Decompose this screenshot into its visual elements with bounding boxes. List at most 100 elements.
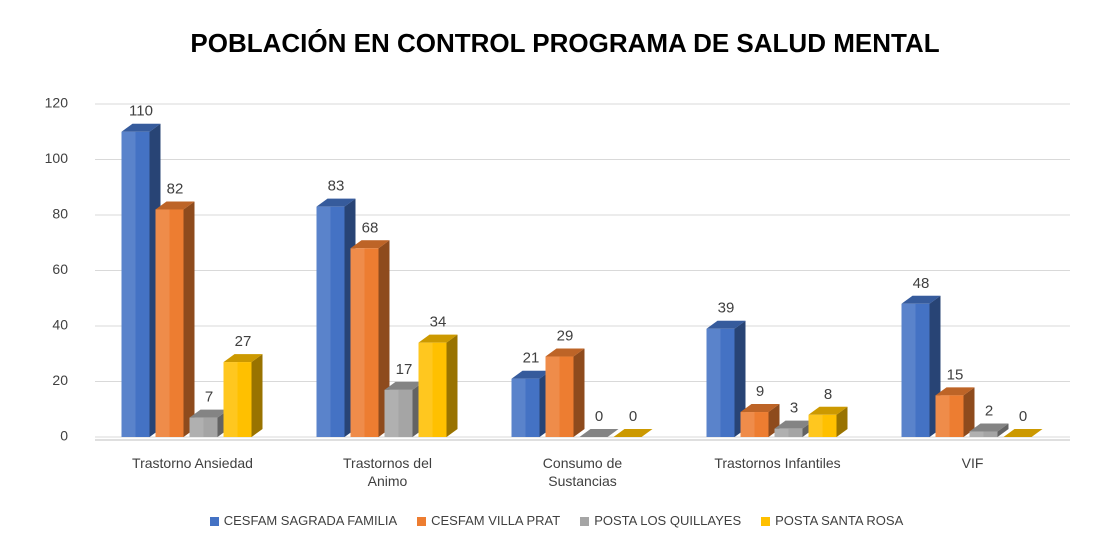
bar-side	[836, 406, 848, 437]
bar-top-shade	[706, 320, 746, 329]
bar-top-shade	[774, 420, 814, 429]
bar	[384, 389, 413, 437]
data-label: 17	[396, 361, 413, 378]
bar-highlight	[706, 328, 721, 437]
y-tick-label: 120	[45, 95, 69, 111]
legend-label: POSTA LOS QUILLAYES	[594, 513, 742, 528]
bar-side	[446, 334, 458, 437]
y-tick-label: 20	[52, 372, 68, 388]
bar	[706, 328, 735, 437]
bar-top-shade	[579, 429, 619, 437]
bar-top-shade	[901, 295, 941, 304]
bar-highlight	[121, 131, 136, 437]
bar-top	[418, 334, 458, 343]
bar-top-shade	[740, 404, 780, 413]
x-tick-label: VIF	[961, 455, 984, 471]
bar-top-shade	[808, 406, 848, 415]
bar	[774, 428, 803, 437]
y-tick-label: 60	[52, 261, 68, 277]
legend-item: CESFAM VILLA PRAT	[417, 513, 560, 528]
bar-top	[901, 295, 941, 304]
legend-swatch	[580, 517, 590, 527]
legend-item: POSTA SANTA ROSA	[761, 513, 903, 528]
bar-highlight	[774, 428, 789, 437]
bar	[316, 206, 345, 437]
bar-top-shade	[316, 198, 356, 207]
bar-top	[1003, 429, 1043, 437]
data-label: 39	[718, 300, 735, 317]
x-tick-label: Trastorno Ansiedad	[132, 455, 253, 471]
bar-top	[579, 429, 619, 437]
bar-top-shade	[223, 354, 263, 363]
bar	[935, 395, 964, 437]
data-label: 0	[595, 408, 603, 425]
bar	[350, 248, 379, 437]
bar-top	[740, 404, 780, 413]
bar-top	[223, 354, 263, 363]
bar-highlight	[740, 412, 755, 437]
bar-highlight	[808, 414, 823, 437]
bar-top	[613, 429, 653, 437]
legend-swatch	[761, 517, 771, 527]
bar-side-shade	[378, 240, 390, 437]
bar-highlight	[511, 378, 526, 437]
bar-top	[545, 348, 585, 357]
legend-item: POSTA LOS QUILLAYES	[580, 513, 741, 528]
y-tick-label: 80	[52, 206, 68, 222]
bar	[969, 431, 998, 437]
data-label: 9	[756, 383, 764, 400]
bar-side-shade	[573, 348, 585, 437]
data-label: 8	[824, 386, 832, 403]
data-label: 3	[790, 400, 798, 417]
bar-top-shade	[613, 429, 653, 437]
bar-side-shade	[251, 354, 263, 437]
bar-side-shade	[963, 387, 975, 437]
bar-top	[384, 381, 424, 390]
bar-highlight	[545, 356, 560, 437]
data-label: 21	[523, 350, 540, 367]
data-label: 82	[167, 180, 184, 197]
data-label: 48	[913, 275, 930, 292]
bar-side-shade	[836, 406, 848, 437]
bar-highlight	[223, 362, 238, 437]
bar-side	[573, 348, 585, 437]
x-tick-label: Trastornos Infantiles	[714, 455, 841, 471]
y-tick-label: 40	[52, 317, 68, 333]
data-label: 68	[362, 219, 379, 236]
bar-side-shade	[997, 423, 1009, 437]
data-label: 0	[1019, 408, 1027, 425]
y-tick-label: 100	[45, 150, 69, 166]
bar-top	[808, 406, 848, 415]
bar-top	[316, 198, 356, 207]
bar-highlight	[350, 248, 365, 437]
bar-highlight	[384, 389, 399, 437]
bar-side	[251, 354, 263, 437]
bar-highlight	[969, 431, 984, 437]
bar	[418, 342, 447, 437]
legend: CESFAM SAGRADA FAMILIA CESFAM VILLA PRAT P…	[0, 513, 1113, 528]
bar-side-shade	[446, 334, 458, 437]
data-label: 2	[985, 402, 993, 419]
data-label: 83	[328, 178, 345, 195]
bar-top-shade	[189, 409, 229, 418]
chart-title: POBLACIÓN EN CONTROL PROGRAMA DE SALUD M…	[190, 28, 939, 58]
bar-top-shade	[155, 201, 195, 210]
bar-top-shade	[1003, 429, 1043, 437]
bar-side	[734, 320, 746, 437]
bar-top-shade	[545, 348, 585, 357]
bar-highlight	[189, 417, 204, 437]
x-tick-label: Trastornos del Animo	[343, 455, 432, 489]
bar-highlight	[935, 395, 950, 437]
legend-label: POSTA SANTA ROSA	[775, 513, 904, 528]
bar-highlight	[901, 303, 916, 437]
bar	[223, 362, 252, 437]
bar-side-shade	[734, 320, 746, 437]
bar-top-shade	[969, 423, 1009, 432]
legend-label: CESFAM VILLA PRAT	[431, 513, 561, 528]
bar-top	[350, 240, 390, 249]
bar-top	[155, 201, 195, 210]
bar-top	[969, 423, 1009, 432]
data-label: 15	[947, 366, 964, 383]
data-label: 110	[129, 103, 153, 120]
